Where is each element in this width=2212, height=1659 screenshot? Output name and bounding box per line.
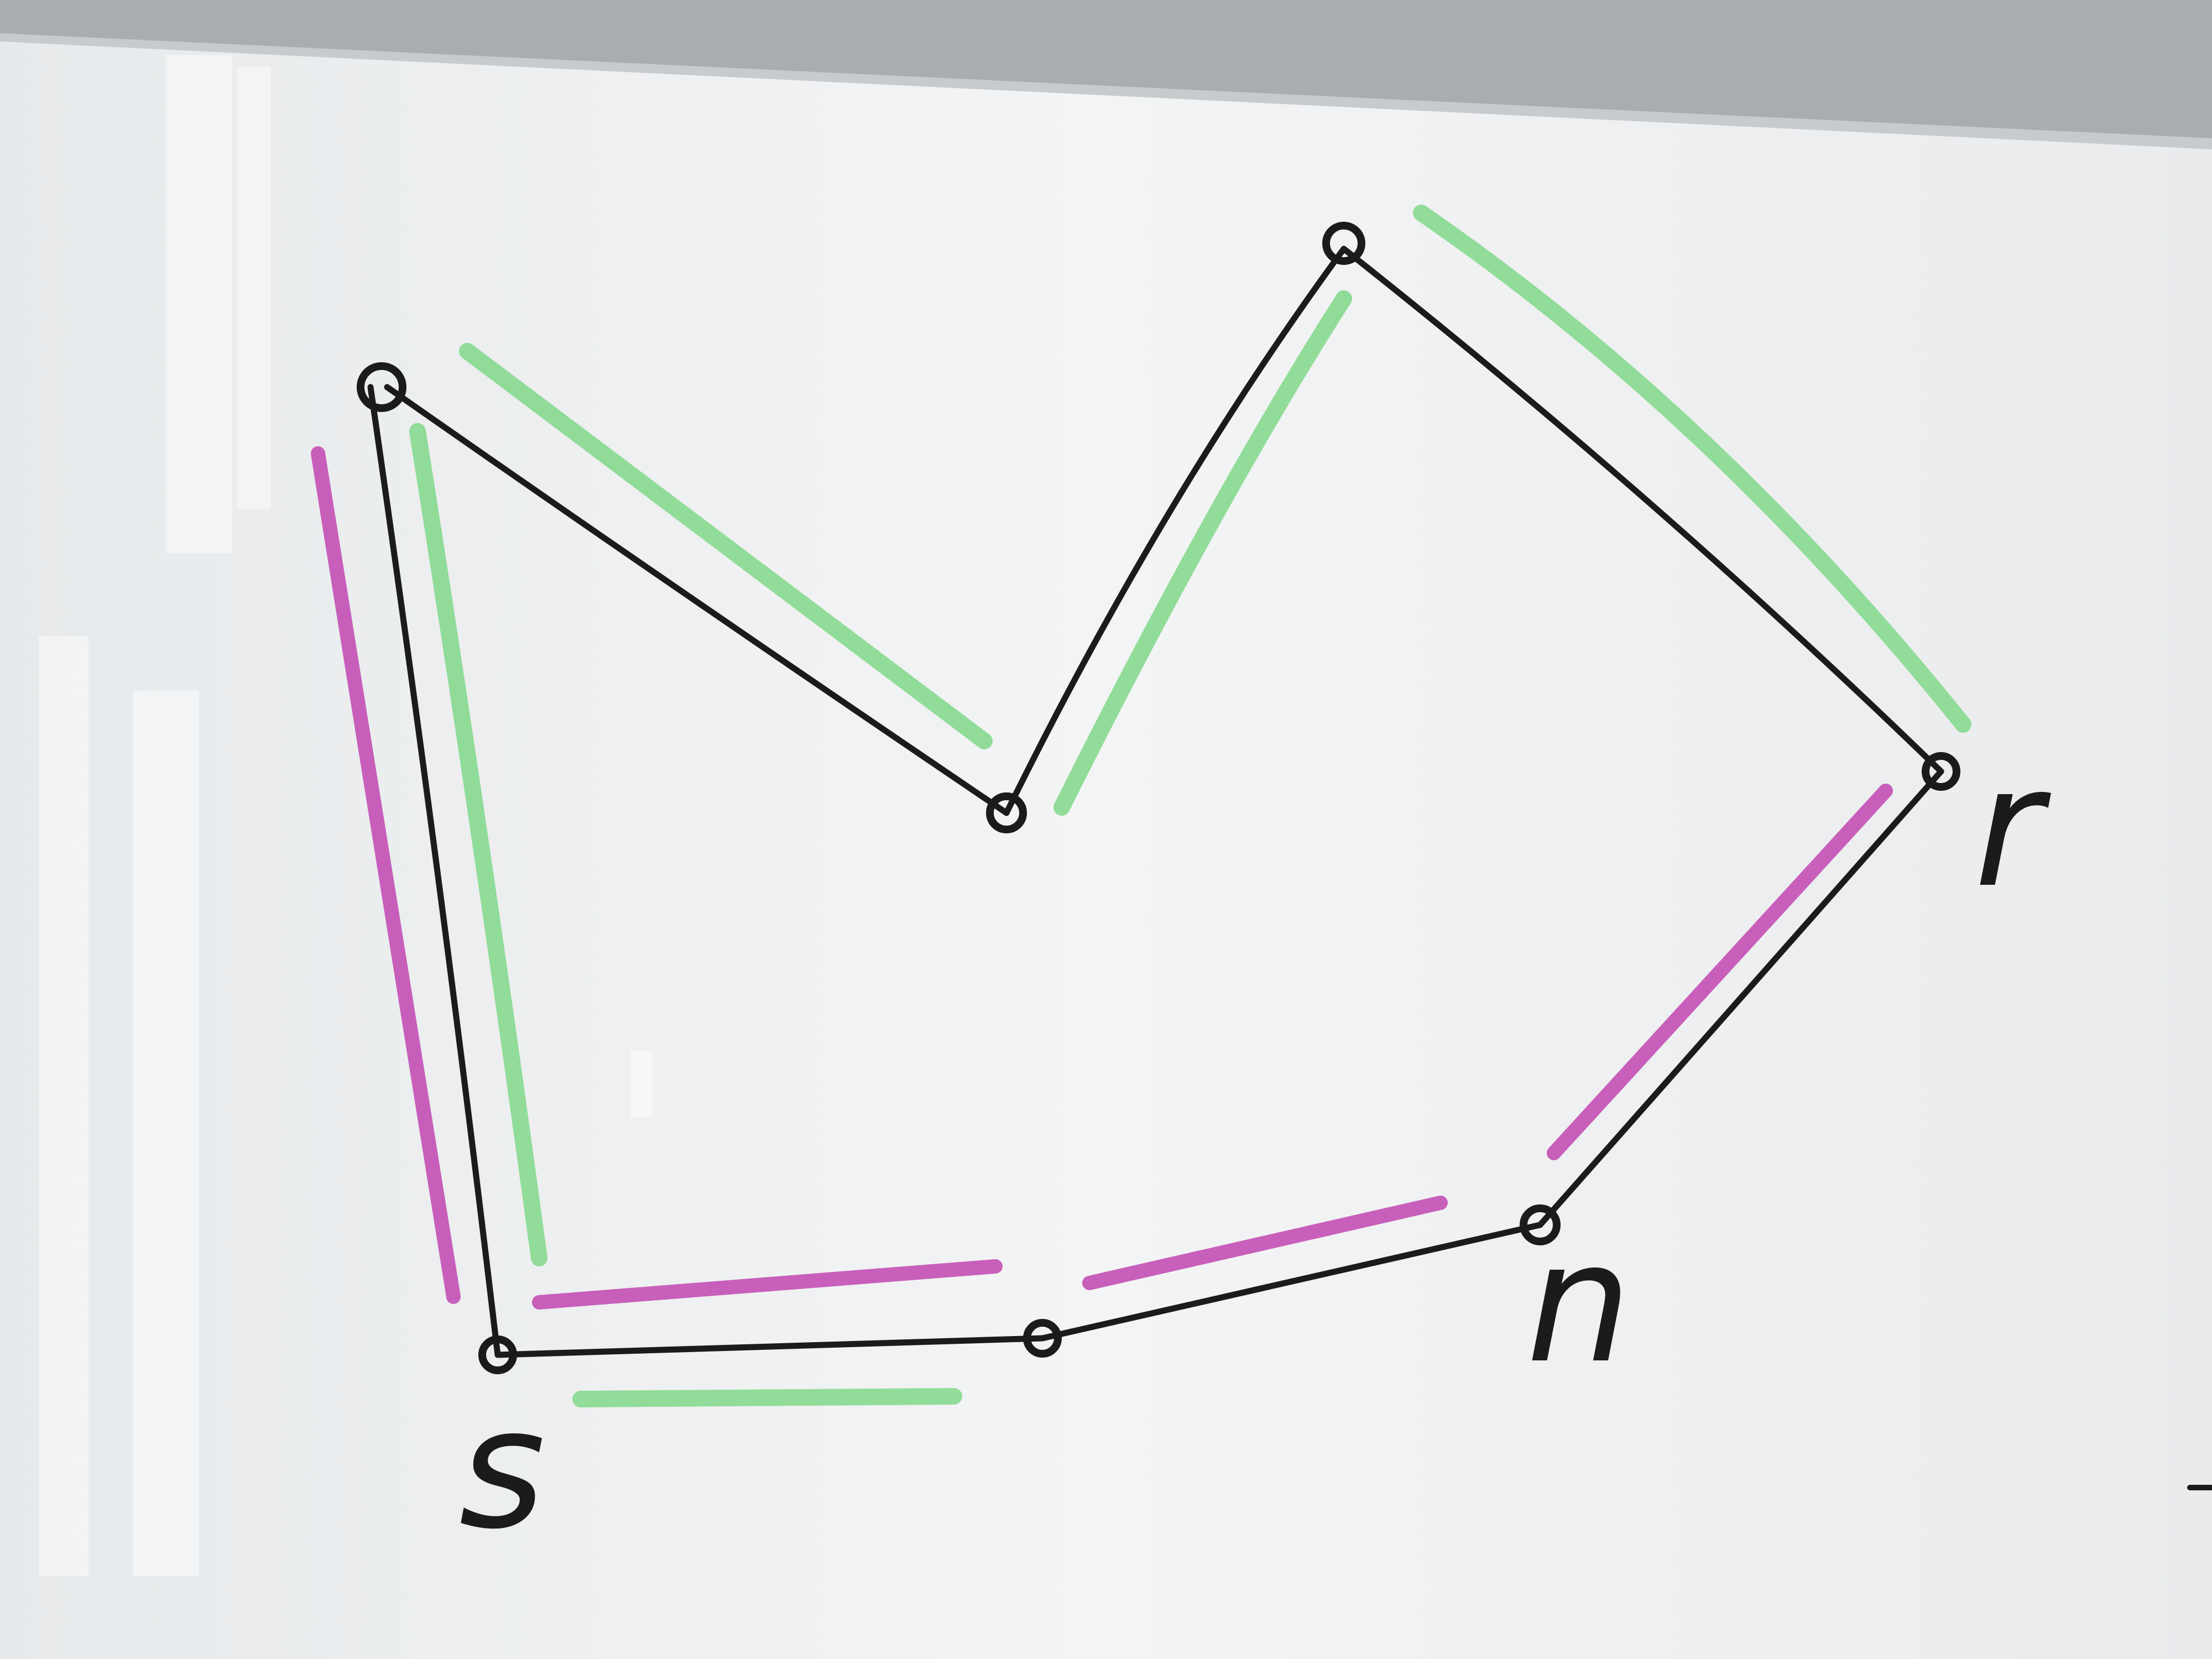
edge-n-midbottom xyxy=(1039,1222,1543,1342)
green-highlight-peak-r xyxy=(1413,205,1971,733)
label-n: n xyxy=(1526,1207,1631,1400)
window-reflection xyxy=(39,55,653,1576)
magenta-highlight-midbottom-n xyxy=(1082,1196,1448,1290)
edge-r-n xyxy=(1537,768,1944,1228)
vertex-r xyxy=(1922,752,1960,791)
graph-vertices xyxy=(357,222,1960,1374)
vertex-top-left xyxy=(357,362,406,412)
magenta-highlight-n-r xyxy=(1547,784,1893,1160)
green-highlights xyxy=(409,205,1971,1407)
vertex-valley xyxy=(986,792,1027,833)
edge-peak-r xyxy=(1340,246,1944,775)
magenta-highlight-s-topleft xyxy=(311,446,461,1304)
vertex-s xyxy=(478,1335,517,1374)
green-highlight-topleft-valley xyxy=(459,343,993,749)
label-s: s xyxy=(459,1373,545,1566)
green-highlight-s-topleft xyxy=(409,423,547,1266)
board-frame-highlight xyxy=(0,33,2212,149)
green-highlight-valley-peak xyxy=(1053,290,1352,816)
magenta-highlights xyxy=(311,446,1893,1310)
edge-topleft-valley xyxy=(384,384,1010,816)
edge-valley-peak xyxy=(1003,246,1347,816)
graph-edges xyxy=(367,246,1944,1358)
label-r: r xyxy=(1974,731,2052,924)
edge-s-topleft xyxy=(367,384,501,1358)
vertex-n xyxy=(1520,1204,1561,1245)
vertex-peak xyxy=(1322,222,1365,265)
edge-midbottom-s xyxy=(494,1335,1046,1358)
magenta-highlight-s-midbottom xyxy=(532,1259,1003,1310)
vertex-mid-bottom xyxy=(1023,1319,1062,1358)
green-highlight-s-midbottom xyxy=(572,1388,962,1407)
